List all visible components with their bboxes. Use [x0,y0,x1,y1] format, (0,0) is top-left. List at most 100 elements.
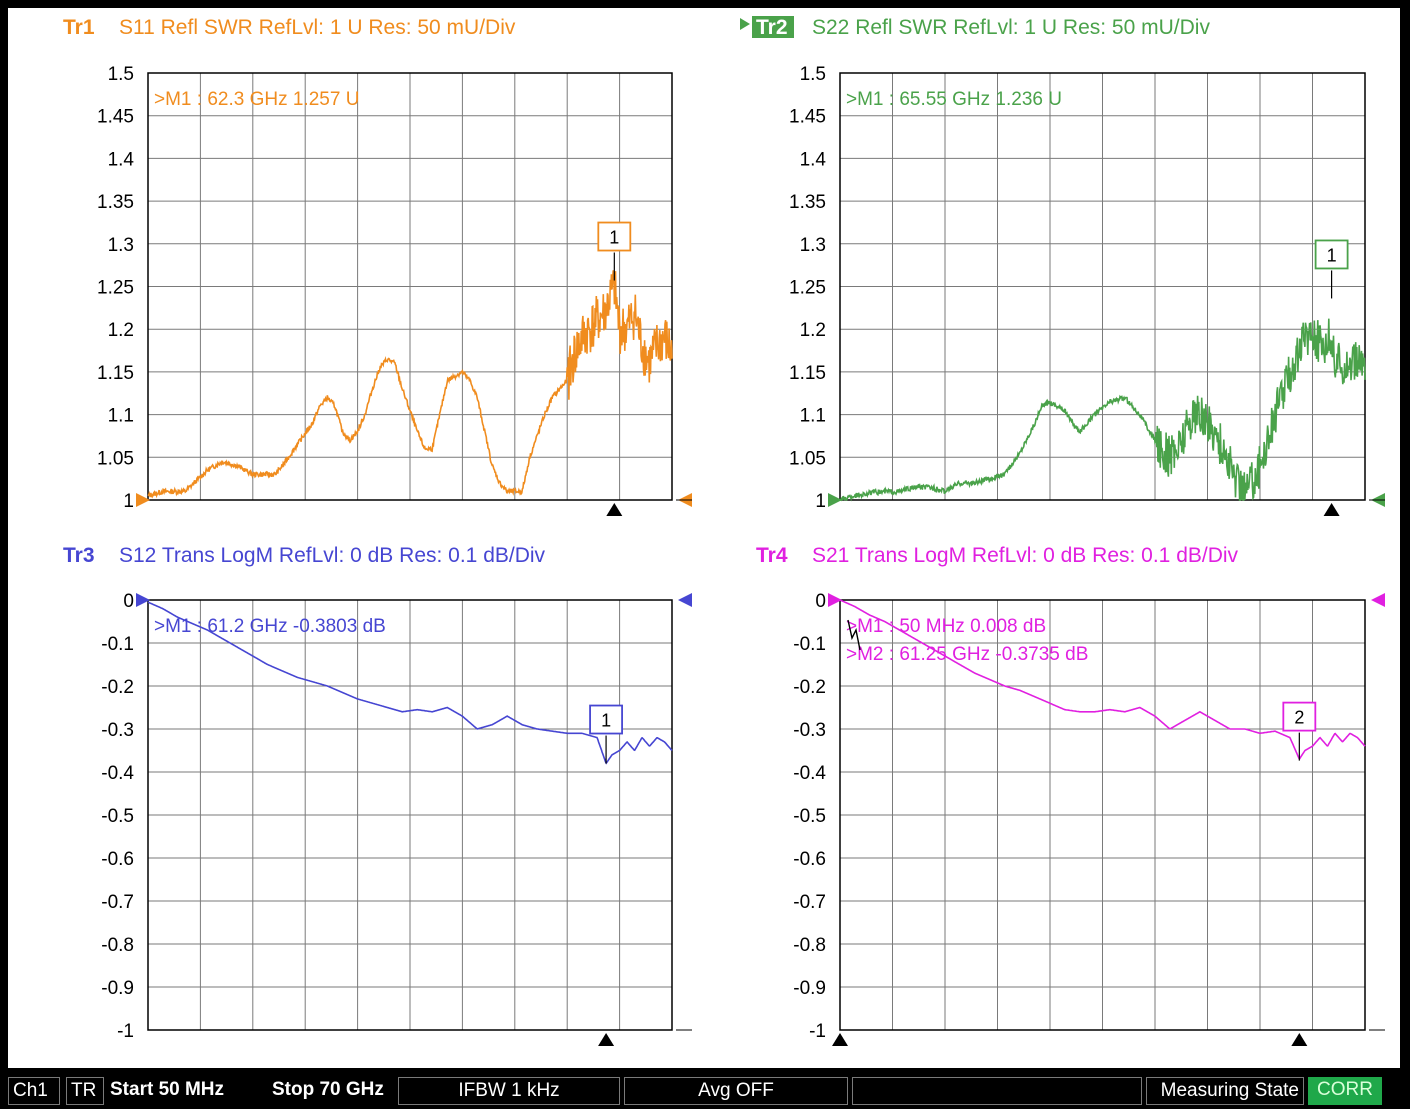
y-tick-label: -0.2 [793,677,826,698]
trace-title: S22 Refl SWR RefLvl: 1 U Res: 50 mU/Div [812,16,1210,39]
y-tick-label: -0.7 [793,892,826,913]
marker-readout: >M1 : 50 MHz 0.008 dB [846,616,1046,637]
y-tick-label: 1 [123,491,134,512]
y-tick-label: -0.4 [101,763,134,784]
y-tick-label: -1 [117,1021,134,1042]
y-tick-label: -0.4 [793,763,826,784]
ref-level-right-icon [1371,593,1385,607]
trace-panel-tr4: Tr4 S21 Trans LogM RefLvl: 0 dB Res: 0.1 … [756,544,1385,1046]
y-tick-label: 1.5 [108,64,134,85]
y-tick-label: 1.2 [108,320,134,341]
y-tick-label: -0.5 [793,806,826,827]
y-tick-label: 1.25 [97,278,134,299]
y-tick-label: -0.1 [101,634,134,655]
ref-level-left-icon [828,593,842,607]
y-tick-label: 1.45 [789,107,826,128]
marker-position-icon [598,1033,615,1046]
marker-readout: >M1 : 65.55 GHz 1.236 U [846,89,1062,110]
y-tick-label: 0 [815,591,826,612]
y-tick-label: 0 [123,591,134,612]
y-tick-label: -0.8 [101,935,134,956]
channel-indicator[interactable]: Ch1 [8,1077,60,1105]
y-tick-label: -0.5 [101,806,134,827]
y-tick-label: 1.15 [789,363,826,384]
y-tick-label: -0.3 [793,720,826,741]
y-tick-label: 1.15 [97,363,134,384]
y-tick-label: 1.25 [789,278,826,299]
trace-label: Tr3 [63,544,95,567]
marker-readout: >M2 : 61.25 GHz -0.3735 dB [846,644,1088,665]
trace-line [147,601,673,765]
trace-panels: Tr1 S11 Refl SWR RefLvl: 1 U Res: 50 mU/D… [63,16,1385,1046]
status-bar: Ch1 TR Start 50 MHz Stop 70 GHz IFBW 1 k… [0,1072,1410,1109]
trace-title: S21 Trans LogM RefLvl: 0 dB Res: 0.1 dB/… [812,544,1239,567]
y-tick-label: -0.8 [793,935,826,956]
ref-level-left-icon [828,493,842,507]
ref-level-left-icon [136,493,150,507]
marker-position-icon [1291,1033,1308,1046]
y-tick-label: 1.3 [800,235,826,256]
measuring-state: Measuring State [1146,1077,1304,1105]
trace-line [839,318,1366,502]
marker-number: 1 [601,711,611,731]
y-tick-label: -0.1 [793,634,826,655]
trace-panel-tr2: Tr2 S22 Refl SWR RefLvl: 1 U Res: 50 mU/D… [740,16,1385,516]
y-tick-label: 1 [815,491,826,512]
y-tick-label: -0.7 [101,892,134,913]
ref-level-right-icon [678,593,692,607]
y-tick-label: -0.6 [101,849,134,870]
y-tick-label: -0.6 [793,849,826,870]
marker-number: 1 [1327,245,1337,265]
y-tick-label: 1.45 [97,107,134,128]
trace-panel-tr3: Tr3 S12 Trans LogM RefLvl: 0 dB Res: 0.1 … [63,544,692,1046]
plot-frame [839,72,1366,501]
y-tick-label: 1.1 [800,406,826,427]
plot-frame [839,599,1366,1031]
y-tick-label: 1.2 [800,320,826,341]
y-tick-label: 1.3 [108,235,134,256]
trace-panel-tr1: Tr1 S11 Refl SWR RefLvl: 1 U Res: 50 mU/D… [63,16,692,516]
y-tick-label: 1.35 [789,192,826,213]
marker-position-icon [832,1033,848,1046]
marker-number: 1 [609,228,619,248]
y-tick-label: 1.5 [800,64,826,85]
trace-line [147,270,673,499]
y-tick-label: 1.05 [789,448,826,469]
marker-box [1282,701,1317,732]
plot-frame [147,72,673,501]
stop-frequency[interactable]: Stop 70 GHz [268,1077,394,1105]
y-tick-label: 1.4 [108,149,135,170]
trace-label: Tr4 [756,544,788,567]
y-tick-label: 1.1 [108,406,134,427]
marker-box [597,221,632,252]
start-frequency[interactable]: Start 50 MHz [106,1077,264,1105]
ref-level-left-icon [136,593,150,607]
y-tick-label: -1 [809,1021,826,1042]
marker-readout: >M1 : 61.2 GHz -0.3803 dB [154,616,386,637]
ifbw-setting[interactable]: IFBW 1 kHz [398,1077,620,1105]
active-trace-badge [752,16,794,38]
status-field-empty [852,1077,1142,1105]
y-tick-label: -0.2 [101,677,134,698]
active-trace-arrow-icon [740,18,750,30]
plot-frame [147,599,673,1031]
correction-indicator[interactable]: CORR [1308,1077,1382,1105]
y-tick-label: -0.9 [793,978,826,999]
marker-box [1314,239,1349,270]
analyzer-display: Tr1 S11 Refl SWR RefLvl: 1 U Res: 50 mU/D… [8,8,1400,1068]
marker-position-icon [1323,503,1340,516]
trace-title: S11 Refl SWR RefLvl: 1 U Res: 50 mU/Div [119,16,516,39]
marker-number: 2 [1294,708,1304,728]
averaging-setting[interactable]: Avg OFF [624,1077,848,1105]
trigger-indicator[interactable]: TR [66,1077,104,1105]
y-tick-label: 1.35 [97,192,134,213]
trace-label: Tr1 [63,16,95,39]
y-tick-label: 1.05 [97,448,134,469]
marker-position-icon [606,503,623,516]
marker-readout: >M1 : 62.3 GHz 1.257 U [154,89,359,110]
y-tick-label: -0.9 [101,978,134,999]
trace-title: S12 Trans LogM RefLvl: 0 dB Res: 0.1 dB/… [119,544,546,567]
trace-line [839,599,1366,760]
marker-box [589,704,623,735]
trace-label: Tr2 [756,16,788,39]
